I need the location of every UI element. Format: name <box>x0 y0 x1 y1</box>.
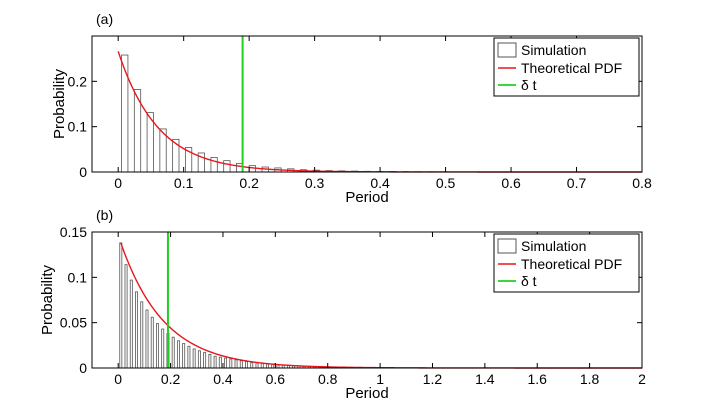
histogram-bar <box>210 157 218 173</box>
histogram-bar <box>197 350 201 369</box>
x-tick-label: 0.2 <box>239 175 259 191</box>
histogram-bar <box>218 356 222 369</box>
histogram-bar <box>245 361 248 369</box>
histogram-bar <box>260 363 264 369</box>
legend-swatch-simulation <box>497 238 517 254</box>
x-tick-label: 0.4 <box>370 175 390 191</box>
x-tick-label: 0.8 <box>318 371 338 387</box>
y-tick-label: 0.15 <box>60 224 87 240</box>
histogram-bar <box>140 301 144 369</box>
y-tick-label: 0.2 <box>68 73 88 89</box>
y-tick-label: 0 <box>79 360 87 376</box>
y-axis-label: Probability <box>39 264 56 335</box>
histogram-bar <box>187 345 191 369</box>
histogram-bar <box>171 336 175 369</box>
legend-label-delta-t: δ t <box>521 273 537 289</box>
chart-panel-b: (b) 0 0.2 0.4 0.6 0.8 1 1.2 1.4 1.6 1.8 2 0 0.05 0.1 0.… <box>39 207 646 402</box>
panel-label: (a) <box>96 11 113 27</box>
x-tick-label: 0 <box>114 371 122 387</box>
histogram-bar <box>266 363 269 369</box>
x-tick-label: 1 <box>376 371 384 387</box>
histogram-bar <box>119 242 123 369</box>
y-tick-label: 0 <box>79 164 87 180</box>
histogram-bar <box>135 291 138 369</box>
histogram-bar <box>213 355 217 369</box>
x-axis-label: Period <box>345 385 388 402</box>
x-tick-label: 0.8 <box>632 175 652 191</box>
x-tick-label: 0.5 <box>436 175 456 191</box>
x-tick-label: 0.1 <box>174 175 194 191</box>
histogram-bar <box>239 360 243 369</box>
x-tick-label: 1.2 <box>423 371 443 387</box>
histogram-bar <box>176 340 180 369</box>
axes-box <box>91 35 643 173</box>
histogram-bar <box>255 362 259 369</box>
legend-label-simulation: Simulation <box>521 238 586 254</box>
x-tick-label: 0.6 <box>266 371 286 387</box>
legend-label-pdf: Theoretical PDF <box>521 60 622 76</box>
legend-box <box>493 233 640 293</box>
histogram-bar <box>250 362 254 369</box>
x-tick-label: 1.6 <box>528 371 548 387</box>
x-tick-label: 0.2 <box>161 371 181 387</box>
histogram-bar <box>161 328 165 369</box>
histogram-bar <box>271 363 275 369</box>
y-tick-label: 0.1 <box>68 119 88 135</box>
legend-box <box>493 37 640 97</box>
histogram-bar <box>234 359 238 369</box>
histogram-bar <box>229 358 233 369</box>
y-tick-label: 0.05 <box>60 315 87 331</box>
histogram-bar <box>223 160 231 173</box>
legend-label-simulation: Simulation <box>521 42 586 58</box>
x-tick-label: 1.8 <box>580 371 600 387</box>
histogram-bar <box>203 352 207 369</box>
histogram-bar <box>182 343 186 369</box>
histogram-bar <box>124 264 128 369</box>
x-tick-label: 0.6 <box>501 175 521 191</box>
x-tick-label: 0 <box>114 175 122 191</box>
histogram-bar <box>145 309 149 369</box>
panel-label: (b) <box>96 207 113 223</box>
histogram-bar <box>208 353 212 369</box>
histogram-bar <box>121 54 129 173</box>
x-tick-label: 2 <box>638 371 646 387</box>
axes-box <box>91 231 643 369</box>
histogram-bar <box>129 279 133 369</box>
x-tick-label: 1.4 <box>475 371 495 387</box>
histogram-bar <box>224 357 228 369</box>
x-tick-label: 0.7 <box>567 175 587 191</box>
legend-label-pdf: Theoretical PDF <box>521 256 622 272</box>
histogram-bar <box>248 165 257 173</box>
chart-panel-a: (a) 0 0.1 0.2 0.3 0.4 0.5 0.6 0.7 0.8 0 0.1 0.2 Perio… <box>51 11 652 206</box>
legend-label-delta-t: δ t <box>521 77 537 93</box>
histogram-bar <box>156 323 159 369</box>
legend-swatch-simulation <box>497 42 517 58</box>
histogram-bar <box>192 348 196 369</box>
histogram-bar <box>150 316 154 369</box>
y-tick-label: 0.1 <box>68 269 88 285</box>
x-tick-label: 0.4 <box>213 371 233 387</box>
x-axis-label: Period <box>345 189 388 206</box>
y-axis-label: Probability <box>51 68 68 139</box>
x-tick-label: 0.3 <box>305 175 325 191</box>
